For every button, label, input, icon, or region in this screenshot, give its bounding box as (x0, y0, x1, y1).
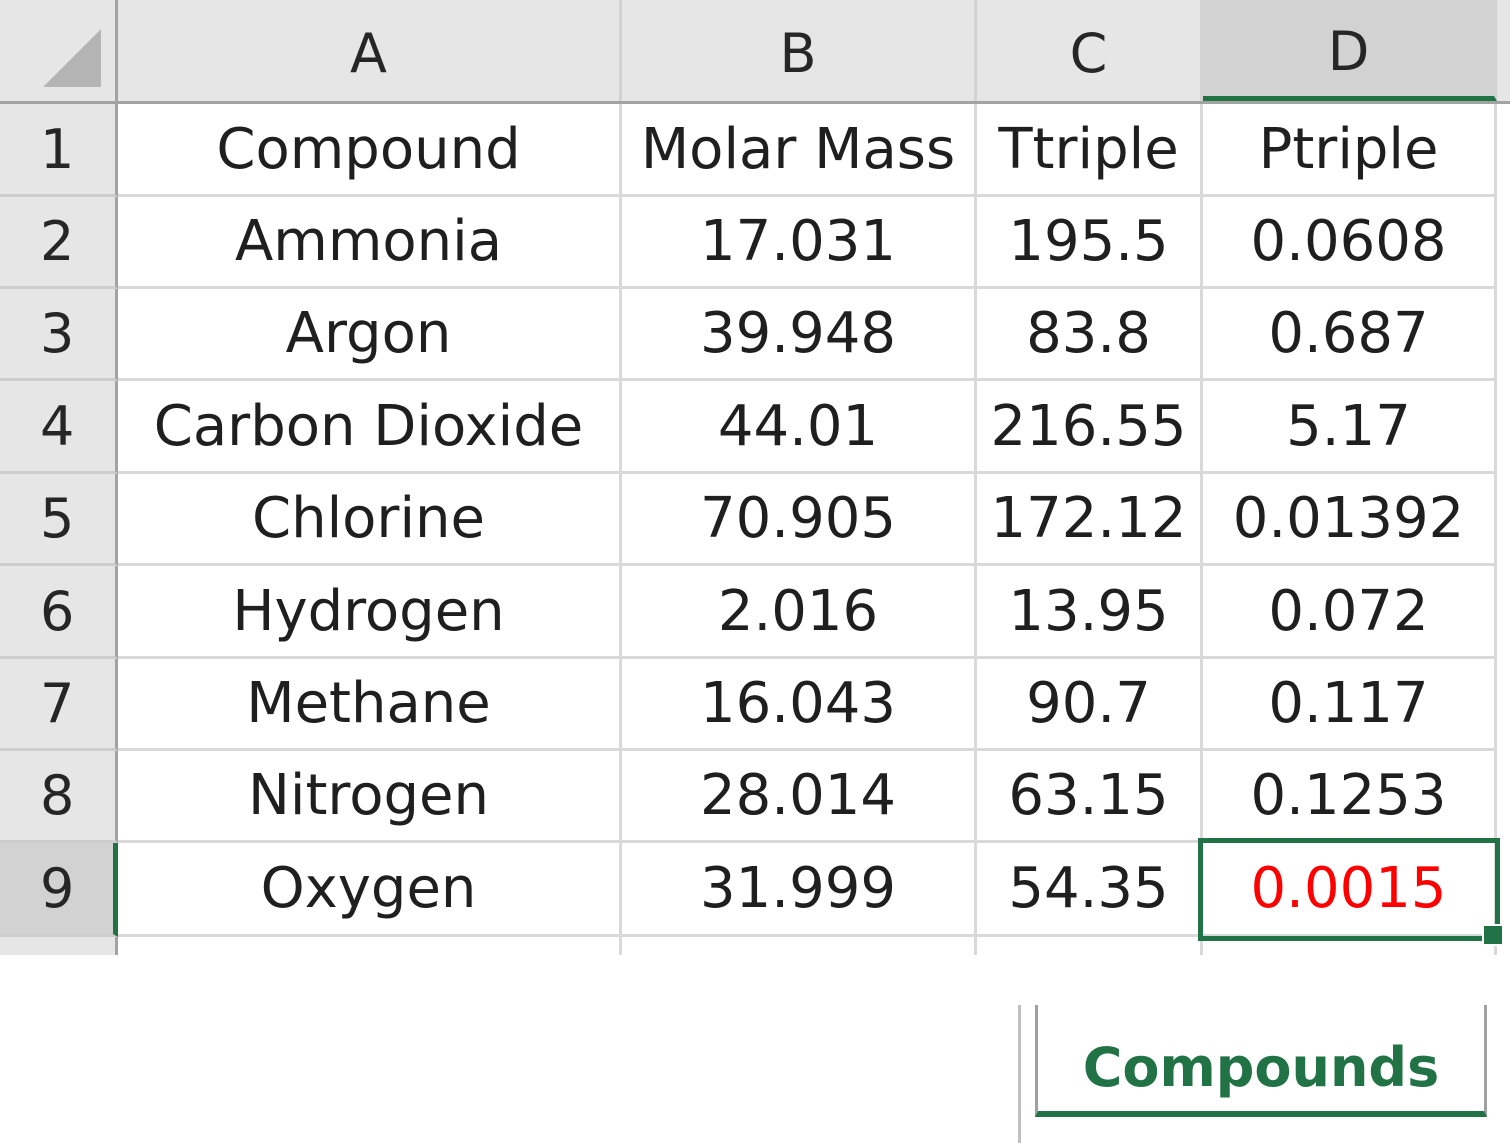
column-header-d[interactable]: D (1203, 0, 1497, 101)
cell-d5[interactable]: 0.01392 (1203, 474, 1497, 566)
cell-d7[interactable]: 0.117 (1203, 659, 1497, 751)
sheet-tab-compounds[interactable]: Compounds (1035, 1005, 1487, 1117)
cell-b7[interactable]: 16.043 (622, 659, 977, 751)
cell-c9[interactable]: 54.35 (977, 843, 1203, 937)
cell-partial[interactable] (622, 937, 977, 955)
cell-a9[interactable]: Oxygen (118, 843, 622, 937)
row-header[interactable]: 1 (0, 104, 118, 197)
cell-b6[interactable]: 2.016 (622, 566, 977, 659)
cell-partial[interactable] (977, 937, 1203, 955)
sheet-tab-bar: Compounds (1018, 1005, 1510, 1143)
sheet-row: 5 Chlorine 70.905 172.12 0.01392 (0, 474, 1510, 566)
cell-c8[interactable]: 63.15 (977, 751, 1203, 843)
row-header[interactable]: 8 (0, 751, 118, 843)
cell-c1[interactable]: Ttriple (977, 104, 1203, 197)
cell-a4[interactable]: Carbon Dioxide (118, 381, 622, 474)
row-header-partial[interactable] (0, 937, 118, 955)
select-all-triangle-icon (43, 29, 101, 87)
cell-d1[interactable]: Ptriple (1203, 104, 1497, 197)
cell-a2[interactable]: Ammonia (118, 197, 622, 289)
sheet-row: 3 Argon 39.948 83.8 0.687 (0, 289, 1510, 381)
cell-d9[interactable]: 0.0015 (1203, 843, 1497, 937)
row-header[interactable]: 7 (0, 659, 118, 751)
sheet-row: 6 Hydrogen 2.016 13.95 0.072 (0, 566, 1510, 659)
sheet-row: 2 Ammonia 17.031 195.5 0.0608 (0, 197, 1510, 289)
cell-c6[interactable]: 13.95 (977, 566, 1203, 659)
cell-c3[interactable]: 83.8 (977, 289, 1203, 381)
cell-partial[interactable] (1203, 937, 1497, 955)
row-header[interactable]: 6 (0, 566, 118, 659)
cell-b1[interactable]: Molar Mass (622, 104, 977, 197)
row-header[interactable]: 2 (0, 197, 118, 289)
fill-handle[interactable] (1482, 924, 1504, 946)
row-header[interactable]: 4 (0, 381, 118, 474)
column-header-b[interactable]: B (622, 0, 977, 101)
row-header[interactable]: 5 (0, 474, 118, 566)
cell-a7[interactable]: Methane (118, 659, 622, 751)
cell-b8[interactable]: 28.014 (622, 751, 977, 843)
row-header[interactable]: 9 (0, 843, 118, 937)
sheet-row: 8 Nitrogen 28.014 63.15 0.1253 (0, 751, 1510, 843)
cell-b4[interactable]: 44.01 (622, 381, 977, 474)
cell-c4[interactable]: 216.55 (977, 381, 1203, 474)
sheet-row-partial (0, 937, 1510, 955)
cell-d8[interactable]: 0.1253 (1203, 751, 1497, 843)
cell-a1[interactable]: Compound (118, 104, 622, 197)
cell-a5[interactable]: Chlorine (118, 474, 622, 566)
active-cell-outline (1198, 838, 1500, 941)
sheet-row: 7 Methane 16.043 90.7 0.117 (0, 659, 1510, 751)
sheet-row: 9 Oxygen 31.999 54.35 0.0015 (0, 843, 1510, 937)
column-header-a[interactable]: A (118, 0, 622, 101)
column-header-c[interactable]: C (977, 0, 1203, 101)
cell-a6[interactable]: Hydrogen (118, 566, 622, 659)
cell-d2[interactable]: 0.0608 (1203, 197, 1497, 289)
cell-d3[interactable]: 0.687 (1203, 289, 1497, 381)
cell-b3[interactable]: 39.948 (622, 289, 977, 381)
cell-c5[interactable]: 172.12 (977, 474, 1203, 566)
spreadsheet-grid: A B C D 1 Compound Molar Mass Ttriple Pt… (0, 0, 1510, 955)
column-header-row: A B C D (0, 0, 1510, 104)
select-all-corner[interactable] (0, 0, 118, 101)
cell-c2[interactable]: 195.5 (977, 197, 1203, 289)
cell-a3[interactable]: Argon (118, 289, 622, 381)
row-header[interactable]: 3 (0, 289, 118, 381)
cell-b9[interactable]: 31.999 (622, 843, 977, 937)
cell-d6[interactable]: 0.072 (1203, 566, 1497, 659)
cell-b5[interactable]: 70.905 (622, 474, 977, 566)
cell-a8[interactable]: Nitrogen (118, 751, 622, 843)
sheet-row: 1 Compound Molar Mass Ttriple Ptriple (0, 104, 1510, 197)
cell-b2[interactable]: 17.031 (622, 197, 977, 289)
cell-d4[interactable]: 5.17 (1203, 381, 1497, 474)
cell-c7[interactable]: 90.7 (977, 659, 1203, 751)
cell-partial[interactable] (118, 937, 622, 955)
sheet-row: 4 Carbon Dioxide 44.01 216.55 5.17 (0, 381, 1510, 474)
